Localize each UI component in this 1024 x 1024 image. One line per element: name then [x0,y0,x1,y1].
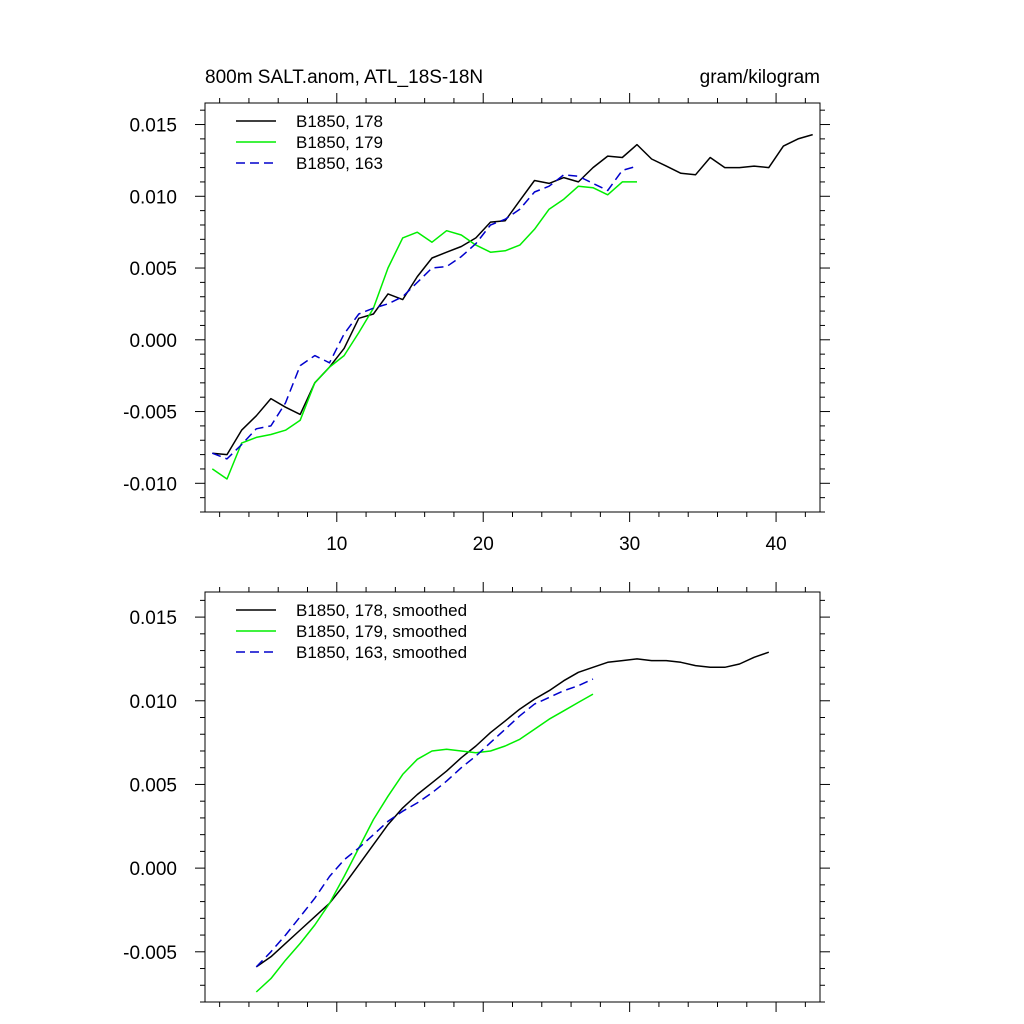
bottom-panel: 0.015 0.010 0.005 0.000 -0.005 B1850, 178, s… [123,582,830,1012]
series-line-1 [255,651,770,968]
x-tick-label: 20 [473,534,494,555]
legend-label-1: B1850, 178, smoothed [296,601,467,620]
top-panel-legend: B1850, 178 B1850, 179 B1850, 163 [236,112,383,173]
top-panel: 800m SALT.anom, ATL_18S-18N gram/kilogra… [123,67,830,555]
x-tick-label: 30 [619,534,640,555]
y-tick-label: 0.000 [129,859,177,880]
y-tick-label: 0.015 [129,116,177,137]
top-panel-title: 800m SALT.anom, ATL_18S-18N [205,67,483,88]
legend-label-2: B1850, 179 [296,133,383,152]
legend-label-3: B1850, 163 [296,154,383,173]
y-tick-label: -0.010 [123,474,177,495]
bottom-panel-ticks: 0.015 0.010 0.005 0.000 -0.005 [123,582,830,1012]
legend-label-1: B1850, 178 [296,112,383,131]
y-tick-label: 0.005 [129,259,177,280]
x-tick-label: 10 [326,534,347,555]
y-tick-label: 0.010 [129,692,177,713]
y-tick-label: 0.005 [129,775,177,796]
bottom-panel-legend: B1850, 178, smoothed B1850, 179, smoothed… [236,601,467,662]
y-tick-label: 0.000 [129,331,177,352]
x-tick-label: 40 [766,534,787,555]
y-tick-label: 0.015 [129,608,177,629]
y-tick-label: 0.010 [129,187,177,208]
series-line-3 [255,678,594,968]
series-line-2 [255,693,594,993]
y-tick-label: -0.005 [123,403,177,424]
series-line-1 [212,133,813,456]
legend-label-2: B1850, 179, smoothed [296,622,467,641]
y-tick-label: -0.005 [123,943,177,964]
bottom-panel-series [255,651,770,993]
top-panel-ticks: 10 20 30 40 0.015 0.010 0.005 0.000 -0.005 -0.010 [123,93,830,555]
legend-label-3: B1850, 163, smoothed [296,643,467,662]
series-line-3 [212,165,638,460]
top-panel-units: gram/kilogram [700,67,820,88]
top-panel-series [211,133,813,480]
series-line-2 [211,181,637,480]
